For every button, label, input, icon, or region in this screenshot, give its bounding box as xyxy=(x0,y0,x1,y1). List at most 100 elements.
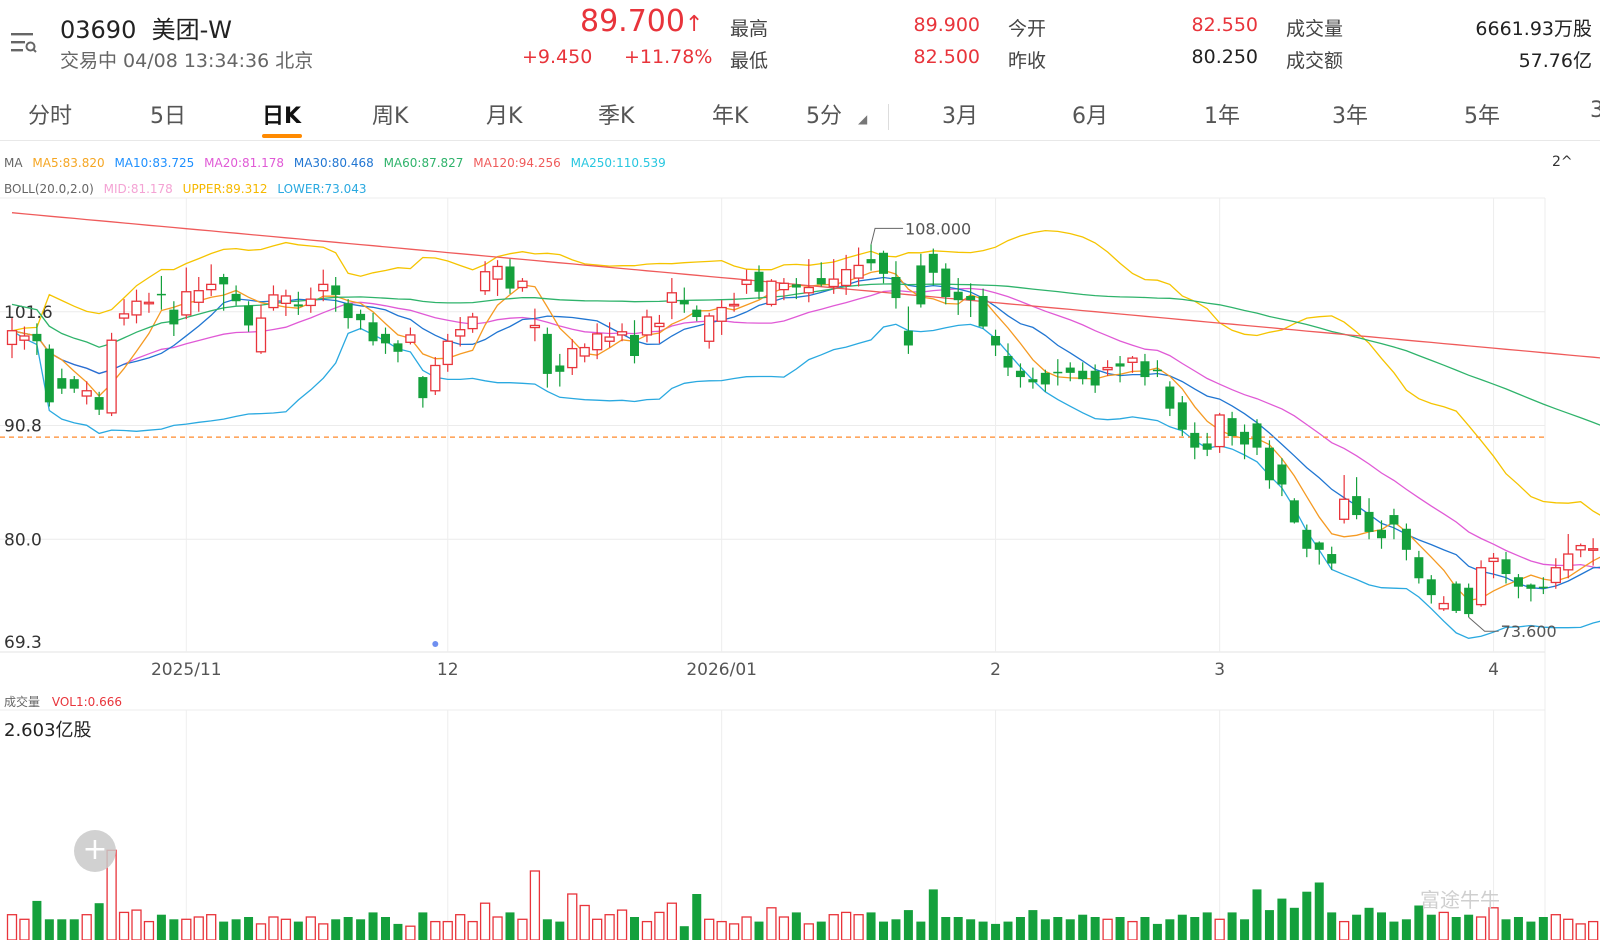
candle-body-down xyxy=(542,333,552,374)
volume-bar-down xyxy=(169,919,179,940)
candle-body-down xyxy=(44,348,54,403)
tab-monthly-k[interactable]: 月K xyxy=(486,104,523,129)
candle-body-up xyxy=(255,317,267,353)
volume-bar-up xyxy=(143,920,155,940)
candle-body-down xyxy=(356,313,366,321)
candle-body-down xyxy=(754,271,764,292)
candle-body-up xyxy=(604,336,615,342)
add-drawing-button[interactable]: + xyxy=(74,830,116,872)
candle-body-up xyxy=(280,295,292,304)
stock-title: 03690 美团-W xyxy=(60,10,232,45)
low-annotation-label: 73.600 xyxy=(1501,622,1557,641)
tab-daily-k[interactable]: 日K xyxy=(262,104,302,129)
candle-body-up xyxy=(106,339,117,414)
volume-bar-down xyxy=(953,917,963,940)
tab-5day[interactable]: 5日 xyxy=(150,104,186,129)
turnover-value: 57.76亿 xyxy=(1518,50,1592,72)
tab-1year[interactable]: 1年 xyxy=(1204,104,1240,129)
tab-6month[interactable]: 6月 xyxy=(1072,104,1108,129)
candle-body-up xyxy=(1102,366,1113,371)
volume-bar-down xyxy=(1040,919,1050,940)
volume-bar-up xyxy=(1588,920,1599,940)
period-tabs: 分时 5日 日K 周K 月K 季K 年K 5分 ◢ 3月 6月 1年 3年 5年… xyxy=(0,92,1600,141)
volume-bar-up xyxy=(579,904,590,940)
dropdown-triangle-icon[interactable]: ◢ xyxy=(858,112,868,126)
candle-body-down xyxy=(1065,367,1075,373)
stock-name: 美团-W xyxy=(151,16,233,44)
tab-more[interactable]: 3 xyxy=(1590,98,1600,123)
volume-bar-up xyxy=(741,916,752,940)
tab-5min[interactable]: 5分 xyxy=(806,104,842,129)
open-value: 82.550 xyxy=(1191,14,1258,36)
volume-bar-down xyxy=(1314,882,1324,940)
volume-bar-up xyxy=(181,918,192,940)
volume-bar-up xyxy=(1127,920,1138,940)
candle-body-up xyxy=(529,324,541,329)
candle-body-up xyxy=(778,282,790,291)
candle-body-up xyxy=(318,283,329,292)
watermark: 富途牛牛 xyxy=(1420,888,1500,912)
candle-body-up xyxy=(81,390,92,397)
volume-bar-up xyxy=(778,916,790,940)
boll-lower-line xyxy=(11,323,1600,639)
tab-3year[interactable]: 3年 xyxy=(1332,104,1368,129)
volume-bar-down xyxy=(916,921,926,940)
volume-bar-down xyxy=(356,919,366,940)
tab-3month[interactable]: 3月 xyxy=(942,104,978,129)
candle-body-down xyxy=(866,259,876,264)
candle-body-down xyxy=(57,378,67,389)
volume-bar-down xyxy=(630,917,639,940)
candle-body-down xyxy=(1513,577,1523,587)
tab-yearly-k[interactable]: 年K xyxy=(712,104,749,129)
volume-bar-down xyxy=(343,917,353,940)
tab-intraday[interactable]: 分时 xyxy=(28,104,73,129)
volume-bar-down xyxy=(1227,912,1237,940)
volume-bar-up xyxy=(1339,920,1350,940)
candle-body-up xyxy=(654,322,665,328)
volume-bar-down xyxy=(1513,917,1523,940)
candle-body-down xyxy=(1451,583,1461,611)
candle-body-down xyxy=(679,300,689,305)
ma20-line xyxy=(11,287,1600,569)
y-tick-label: 69.3 xyxy=(4,633,42,653)
candle-body-up xyxy=(517,280,528,289)
menu-list-icon[interactable] xyxy=(8,28,38,58)
tab-weekly-k[interactable]: 周K xyxy=(372,104,409,129)
volume-bar-up xyxy=(728,923,740,940)
candle-body-up xyxy=(766,280,777,306)
price-change: +9.450 xyxy=(522,46,593,68)
indicator-multiplier-toggle[interactable]: 2^ xyxy=(1552,154,1573,170)
volume-bar-down xyxy=(1015,917,1025,940)
tab-quarterly-k[interactable]: 季K xyxy=(598,104,635,129)
volume-bar-up xyxy=(206,914,217,940)
volume-bar-down xyxy=(368,912,378,940)
volume-bar-up xyxy=(1214,918,1225,940)
candle-body-down xyxy=(1252,423,1262,448)
candle-body-up xyxy=(143,301,155,305)
volume-bar-down xyxy=(928,889,938,940)
volume-bar-down xyxy=(219,921,229,940)
ma120-line xyxy=(11,212,1600,359)
candle-body-down xyxy=(1040,372,1050,385)
candle-body-down xyxy=(1227,418,1237,437)
candle-body-up xyxy=(828,278,839,288)
x-tick-label: 4 xyxy=(1488,660,1499,680)
ma60-value: MA60:87.827 xyxy=(383,156,464,170)
volume-value: 6661.93万股 xyxy=(1475,18,1592,40)
tab-divider xyxy=(888,104,889,130)
volume-bar-down xyxy=(393,923,403,940)
ma20-value: MA20:81.178 xyxy=(204,156,285,170)
candle-body-down xyxy=(231,293,241,302)
candle-body-down xyxy=(169,309,179,325)
candle-body-down xyxy=(1401,528,1411,550)
candle-body-up xyxy=(592,333,603,351)
ma5-value: MA5:83.820 xyxy=(32,156,105,170)
volume-bar-down xyxy=(754,921,764,940)
candle-body-up xyxy=(118,313,130,319)
volume-bar-up xyxy=(1475,916,1487,940)
volume-bar-up xyxy=(616,909,628,940)
tab-5year[interactable]: 5年 xyxy=(1464,104,1500,129)
boll-label: BOLL(20.0,2.0) xyxy=(4,182,94,196)
volume-bar-up xyxy=(19,918,30,940)
